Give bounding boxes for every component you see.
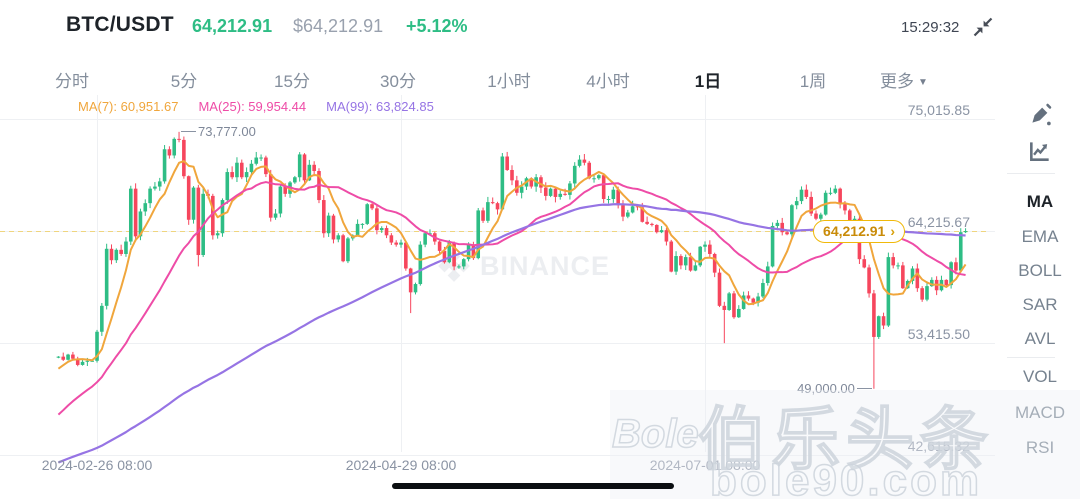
sidebar-indicator-EMA[interactable]: EMA: [1021, 227, 1059, 246]
high-marker-label: 73,777.00: [198, 123, 256, 139]
x-axis-label-0: 2024-02-26 08:00: [41, 457, 153, 473]
x-axis-label-1: 2024-04-29 08:00: [345, 457, 457, 473]
current-price-badge[interactable]: 64,212.91 ›: [813, 219, 905, 243]
sidebar-indicator-MACD[interactable]: MACD: [1014, 403, 1066, 422]
sidebar-indicator-RSI[interactable]: RSI: [1025, 438, 1055, 457]
y-axis-label-0: 75,015.85: [907, 102, 970, 118]
chevron-right-icon: ›: [890, 223, 895, 240]
sidebar-divider-top: [1007, 173, 1055, 174]
draw-icon[interactable]: [1027, 102, 1053, 133]
sidebar-indicator-AVL[interactable]: AVL: [1024, 329, 1056, 348]
sidebar-indicator-VOL[interactable]: VOL: [1022, 367, 1058, 386]
indicator-icon[interactable]: [1027, 138, 1053, 169]
y-axis-label-2: 53,415.50: [907, 325, 970, 342]
sidebar-indicator-MA[interactable]: MA: [1026, 192, 1054, 211]
sidebar-indicator-BOLL[interactable]: BOLL: [1018, 261, 1062, 280]
sidebar-indicator-SAR[interactable]: SAR: [1022, 295, 1058, 314]
x-axis-label-2: 2024-07-01 08:00: [649, 457, 761, 473]
high-marker-dash: [181, 130, 197, 132]
home-indicator: [392, 483, 674, 489]
indicator-sidebar: MA EMA BOLL SAR AVL VOL MACD RSI: [1000, 92, 1080, 499]
y-axis-label-1: 64,215.67: [907, 214, 970, 230]
current-price-value: 64,212.91: [823, 223, 886, 240]
y-axis-label-3: 42,615.32: [907, 437, 970, 454]
low-marker-label: 49,000.00: [797, 380, 855, 396]
low-marker-dash: [856, 387, 872, 389]
sidebar-divider-mid: [1007, 357, 1055, 358]
